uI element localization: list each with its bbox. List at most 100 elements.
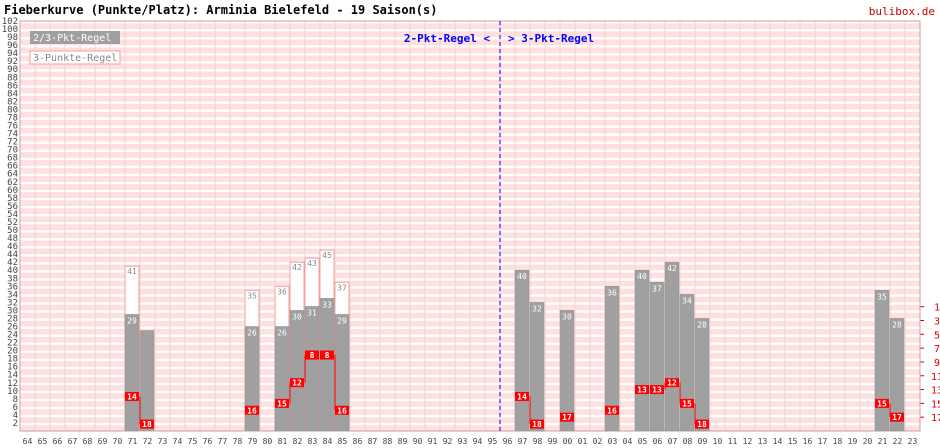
bar-3pkt-label: 35 [247,291,257,300]
x-tick-label: 69 [98,437,108,446]
place-tick-label: 9 [934,358,940,369]
place-box-label: 14 [517,392,527,401]
x-tick-label: 04 [623,437,633,446]
place-box-label: 14 [127,392,137,401]
y-tick-label: 52 [7,218,18,228]
x-tick-label: 17 [818,437,828,446]
y-tick-label: 58 [7,194,18,204]
place-box [275,398,289,408]
x-tick-label: 20 [863,437,873,446]
bar-points-label: 31 [307,308,317,317]
y-tick-label: 42 [7,258,18,268]
bar-points-label: 40 [637,272,647,281]
x-tick-label: 23 [908,437,918,446]
place-box [650,385,664,395]
place-tick-label: 15 [931,399,940,410]
y-tick-label: 60 [7,186,18,196]
y-tick-label: 74 [7,130,18,140]
y-tick-label: 38 [7,274,18,284]
x-tick-label: 72 [143,437,153,446]
bar-points [694,318,710,432]
y-tick-label: 8 [13,395,18,405]
x-tick-label: 79 [248,437,258,446]
legend-label-23: 2/3-Pkt-Regel [33,33,111,44]
bar-points [634,269,650,432]
bar-points [889,318,905,432]
y-tick-label: 72 [7,138,18,148]
x-tick-label: 71 [128,437,138,446]
x-tick-label: 07 [668,437,678,446]
place-box-label: 13 [637,386,647,395]
bar-points [529,302,545,432]
x-tick-label: 14 [773,437,783,446]
place-box [875,398,889,408]
brand-link[interactable]: bulibox.de [868,5,935,18]
place-box [605,405,619,415]
annotation-3pkt: > 3-Pkt-Regel [508,32,594,45]
y-tick-label: 32 [7,298,18,308]
x-tick-label: 84 [323,437,333,446]
y-tick-label: 70 [7,146,18,156]
y-tick-label: 16 [7,363,18,373]
bar-points [124,314,140,432]
y-tick-label: 40 [7,266,18,276]
x-tick-label: 13 [758,437,768,446]
bar-3pkt-label: 42 [292,263,302,272]
place-box-label: 12 [292,379,302,388]
place-tick-label: 7 [934,344,940,355]
bar-points-label: 36 [607,288,617,297]
x-tick-label: 66 [53,437,63,446]
x-tick-label: 67 [68,437,78,446]
x-tick-label: 83 [308,437,318,446]
y-tick-label: 78 [7,113,18,123]
y-tick-label: 80 [7,105,18,115]
place-box [680,398,694,408]
y-tick-label: 34 [7,290,18,300]
y-tick-label: 94 [7,49,18,59]
y-tick-label: 14 [7,371,18,381]
legend-label-3pkt: 3-Punkte-Regel [33,53,117,64]
x-tick-label: 80 [263,437,273,446]
y-tick-label: 62 [7,178,18,188]
y-tick-label: 54 [7,210,18,220]
bar-points-label: 28 [892,320,902,329]
y-tick-label: 12 [7,379,18,389]
x-tick-label: 98 [533,437,543,446]
x-tick-label: 06 [653,437,663,446]
bar-points [664,261,680,432]
bar-3pkt-label: 45 [322,251,332,260]
bar-3pkt-label: 43 [307,259,317,268]
y-tick-label: 92 [7,57,18,67]
bar-points-label: 29 [127,316,137,325]
bar-points-label: 33 [322,300,332,309]
bar-points-label: 30 [292,312,302,321]
place-box-label: 15 [277,399,287,408]
place-box [530,419,544,429]
place-tick-label: 11 [931,372,940,383]
place-box [305,350,319,360]
place-box [335,405,349,415]
bar-points [604,286,620,432]
x-tick-label: 15 [788,437,798,446]
x-tick-label: 81 [278,437,288,446]
place-box-label: 17 [562,413,572,422]
y-tick-label: 48 [7,234,18,244]
x-tick-label: 99 [548,437,558,446]
place-box-label: 16 [337,406,347,415]
bar-3pkt-label: 41 [127,267,137,276]
x-tick-label: 11 [728,437,738,446]
x-tick-label: 12 [743,437,753,446]
place-box [125,391,139,401]
plot-frame [19,20,921,432]
y-tick-label: 90 [7,65,18,75]
x-tick-label: 85 [338,437,348,446]
x-tick-label: 86 [353,437,363,446]
bar-points [289,310,305,432]
x-tick-label: 92 [443,437,453,446]
x-tick-label: 64 [23,437,33,446]
x-tick-label: 05 [638,437,648,446]
y-tick-label: 100 [2,25,18,35]
bar-points-label: 32 [532,304,542,313]
x-tick-label: 88 [383,437,393,446]
